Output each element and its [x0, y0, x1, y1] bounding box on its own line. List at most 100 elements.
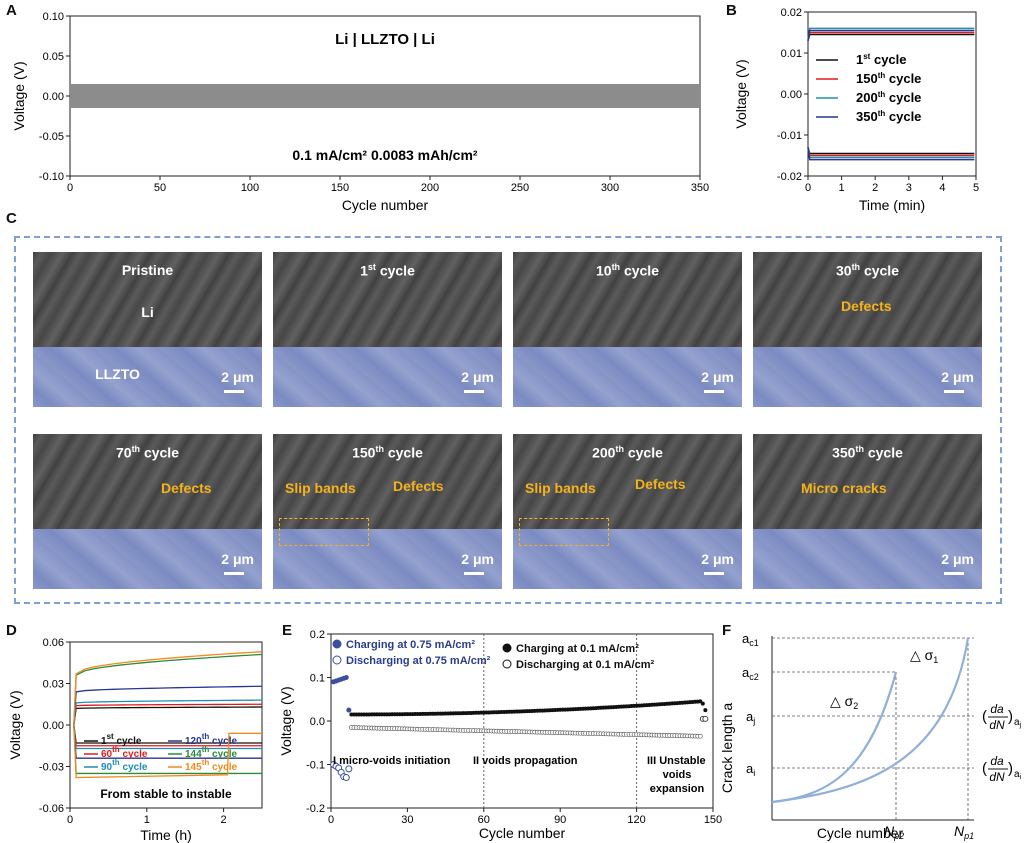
- scale-bar-label: 2 μm: [221, 551, 254, 567]
- y-tick-label: 0.1: [310, 673, 325, 685]
- delta-sigma-label: △ σ1: [910, 647, 938, 665]
- x-axis-label: Cycle number: [817, 825, 904, 841]
- label-aj: aj: [746, 709, 755, 726]
- sem-image-grid: Pristine Li LLZTO 2 μm 1st cycle 2 μm 10th cyc…: [14, 236, 1002, 604]
- li-label: Li: [141, 304, 154, 320]
- li-layer: [33, 434, 262, 529]
- y-tick-label: 0.05: [43, 51, 64, 63]
- sem-image: Pristine Li LLZTO 2 μm: [33, 252, 262, 407]
- x-tick-label: 300: [601, 182, 619, 194]
- defect-annotation: Micro cracks: [801, 480, 887, 496]
- x-tick-label: 90: [554, 814, 566, 826]
- x-tick-label: 150: [704, 814, 722, 826]
- sem-image: 30th cycle 2 μm Defects: [753, 252, 982, 407]
- series-charge-line: [73, 651, 263, 726]
- li-layer: [753, 434, 982, 529]
- current-annotation: 0.1 mA/cm² 0.0083 mAh/cm²: [292, 147, 478, 163]
- legend-marker: [332, 639, 342, 649]
- series-upper-line: [807, 29, 975, 41]
- legend-label: Discharging at 0.75 mA/cm²: [346, 655, 491, 667]
- llzto-layer: [273, 529, 502, 589]
- panel-letter-e: E: [282, 622, 293, 639]
- stage-label: expansion: [650, 783, 705, 795]
- y-tick-label: 0.01: [781, 48, 802, 60]
- y-tick-label: -0.05: [39, 131, 64, 143]
- slip-band-box: [279, 518, 369, 546]
- llzto-label: LLZTO: [95, 366, 140, 382]
- x-tick-label: 100: [241, 182, 259, 194]
- charge-point-low: [700, 701, 705, 706]
- legend-label: Charging at 0.1 mA/cm²: [516, 643, 639, 655]
- legend-label: 145th cycle: [185, 758, 237, 773]
- scale-bar-label: 2 μm: [461, 369, 494, 385]
- li-layer: [753, 252, 982, 347]
- y-tick-label: -0.01: [777, 130, 802, 142]
- stage-label: III Unstable: [647, 755, 706, 767]
- defect-annotation: Slip bands: [285, 480, 356, 496]
- y-tick-label: 0.00: [43, 91, 64, 103]
- y-tick-label: -0.06: [39, 803, 64, 815]
- label-ac2: ac2: [742, 665, 759, 682]
- llzto-layer: [273, 347, 502, 407]
- rate-subscript: ai: [1014, 769, 1022, 781]
- x-axis-label: Time (h): [140, 827, 192, 843]
- x-tick-label: 350: [691, 182, 709, 194]
- y-axis-label: Crack length a: [720, 703, 735, 793]
- scale-bar: [464, 390, 484, 393]
- x-tick-label: 2: [872, 182, 878, 194]
- x-tick-label: 0: [805, 182, 811, 194]
- y-axis-label: Voltage (V): [11, 61, 27, 130]
- defect-annotation: Defects: [841, 298, 892, 314]
- x-tick-label: 1: [144, 814, 150, 826]
- x-tick-label: 60: [478, 814, 490, 826]
- sem-image: 200th cycle 2 μm Slip bands Defects: [513, 434, 742, 589]
- discharge-point-low: [702, 715, 709, 722]
- li-layer: [273, 434, 502, 529]
- chart-b: 0 1 2 3 4 5 -0.02 -0.01 0.00 0.01 0.02 Time (min) Vo…: [733, 7, 979, 213]
- rate-numerator: da: [990, 702, 1004, 716]
- llzto-layer: [513, 347, 742, 407]
- sem-image-label: Pristine: [121, 262, 174, 278]
- x-axis-label: Time (min): [859, 197, 925, 213]
- rate-subscript: aj: [1014, 717, 1022, 729]
- rate-paren: (: [982, 708, 987, 725]
- llzto-layer: [753, 529, 982, 589]
- x-tick-label: 0: [67, 182, 73, 194]
- panel-letter-f: F: [722, 622, 732, 639]
- panel-letter-b: B: [726, 2, 737, 19]
- rate-denominator: dN: [989, 718, 1005, 732]
- sem-image: 1st cycle 2 μm: [273, 252, 502, 407]
- x-tick-label: 3: [906, 182, 912, 194]
- panel-letter-c: C: [6, 210, 17, 227]
- y-tick-label: -0.10: [39, 171, 64, 183]
- llzto-layer: [753, 347, 982, 407]
- sem-image-label: 70th cycle: [115, 444, 179, 461]
- llzto-layer: [33, 347, 262, 407]
- x-tick-label: 250: [511, 182, 529, 194]
- y-tick-label: 0.2: [310, 629, 325, 641]
- y-tick-label: 0.00: [781, 89, 802, 101]
- charge-point-high: [343, 675, 349, 680]
- rate-paren: (: [982, 760, 987, 777]
- li-layer: [513, 434, 742, 529]
- series-charge-line: [73, 685, 263, 726]
- x-tick-label: 4: [939, 182, 945, 194]
- series-charge-line: [73, 703, 263, 726]
- x-tick-label: 0: [328, 814, 334, 826]
- chart-e: 0 30 60 90 120 150 -0.2 -0.1 0.0 0.1 0.2 Cycle numb…: [278, 629, 722, 841]
- series-upper-line: [807, 31, 975, 41]
- li-layer: [513, 252, 742, 347]
- chart-title: Li | LLZTO | Li: [335, 31, 435, 48]
- sem-image: 350th cycle 2 μm Micro cracks: [753, 434, 982, 589]
- li-layer: [33, 252, 262, 347]
- chart-d: 0 1 2 -0.06 -0.03 0.00 0.03 0.06 Time (h) Voltage…: [7, 637, 263, 843]
- series-discharge-line: [73, 724, 262, 779]
- legend-label: 1st cycle: [101, 732, 142, 747]
- y-axis-label: Voltage (V): [733, 59, 749, 128]
- scale-bar: [704, 390, 724, 393]
- x-tick-label: 0: [67, 814, 73, 826]
- series-lower-line: [807, 147, 975, 155]
- y-tick-label: 0.06: [43, 637, 64, 649]
- y-tick-label: -0.2: [306, 803, 325, 815]
- voltage-band: [70, 84, 700, 108]
